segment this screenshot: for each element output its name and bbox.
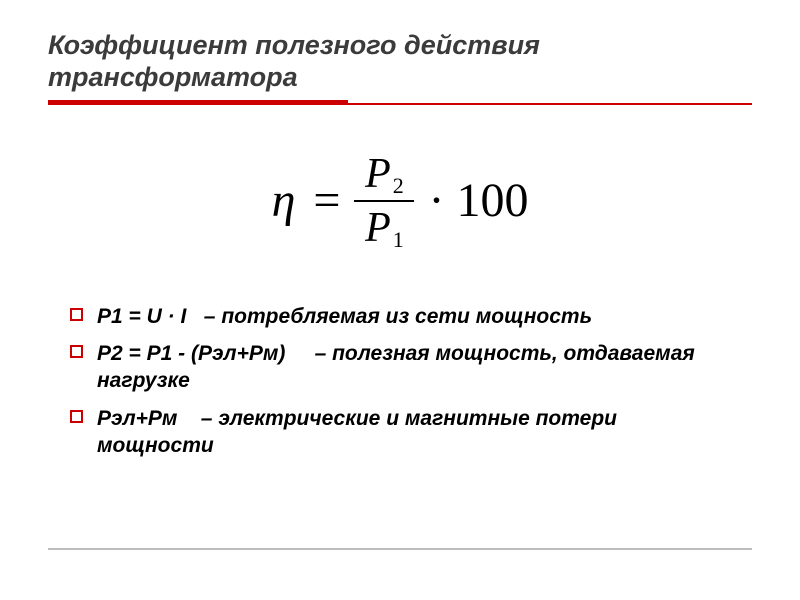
- definition-desc: потребляемая из сети мощность: [221, 305, 592, 328]
- formula-lhs: η: [272, 177, 304, 225]
- list-item-text: P1 = U · I – потребляемая из сети мощнос…: [97, 303, 592, 330]
- definition-lhs: P2 = P1 - (Pэл+Pм): [97, 342, 285, 365]
- formula-denominator-sub: 1: [391, 229, 404, 251]
- page-title: Коэффициент полезного действия трансформ…: [48, 30, 752, 94]
- definition-lhs: Рэл+Рм: [97, 407, 177, 430]
- formula-equals: =: [303, 177, 350, 225]
- definition-lhs: P1 = U · I: [97, 305, 186, 328]
- formula-denominator: P1: [357, 205, 412, 251]
- title-underline-thick: [48, 100, 348, 105]
- slide: Коэффициент полезного действия трансформ…: [0, 0, 800, 600]
- formula-numerator-sub: 2: [391, 175, 404, 197]
- formula-numerator-base: P: [365, 153, 391, 195]
- definition-list: P1 = U · I – потребляемая из сети мощнос…: [70, 303, 734, 459]
- list-item: P1 = U · I – потребляемая из сети мощнос…: [70, 303, 734, 330]
- formula-block: η = P2 P1 · 100: [48, 151, 752, 251]
- formula-denominator-base: P: [365, 207, 391, 249]
- formula: η = P2 P1 · 100: [272, 151, 529, 251]
- list-item: P2 = P1 - (Pэл+Pм) – полезная мощность, …: [70, 340, 734, 395]
- definition-sep: –: [285, 342, 332, 365]
- bottom-divider: [48, 548, 752, 550]
- list-item-text: Рэл+Рм – электрические и магнитные потер…: [97, 405, 734, 460]
- formula-numerator: P2: [357, 151, 412, 197]
- list-item: Рэл+Рм – электрические и магнитные потер…: [70, 405, 734, 460]
- formula-factor: 100: [452, 177, 528, 225]
- definition-sep: –: [177, 407, 218, 430]
- list-item-text: P2 = P1 - (Pэл+Pм) – полезная мощность, …: [97, 340, 734, 395]
- formula-fraction: P2 P1: [350, 151, 418, 251]
- square-bullet-icon: [70, 345, 83, 358]
- square-bullet-icon: [70, 308, 83, 321]
- title-underline: [48, 100, 752, 105]
- title-underline-thin: [348, 103, 752, 105]
- formula-fraction-bar: [354, 200, 414, 202]
- definition-sep: –: [186, 305, 221, 328]
- square-bullet-icon: [70, 410, 83, 423]
- formula-dot: ·: [418, 177, 452, 225]
